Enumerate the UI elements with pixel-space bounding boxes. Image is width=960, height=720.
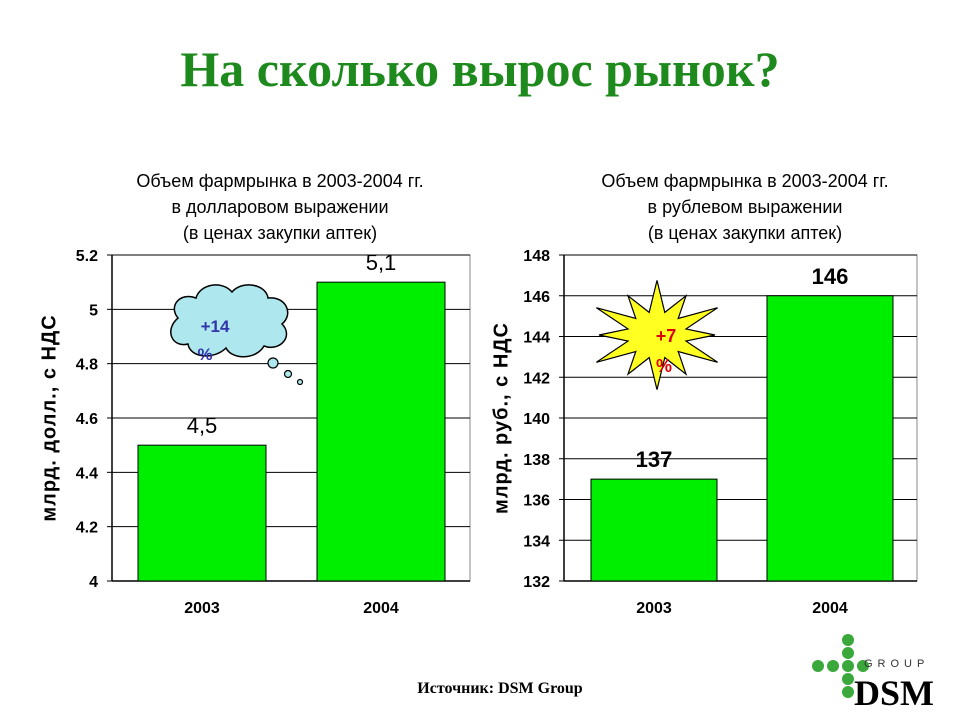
cloud-bubble [283, 369, 293, 379]
source-note: Источник: DSM Group [417, 680, 583, 697]
chart-title: Объем фармрынка в 2003-2004 гг. в рублев… [525, 168, 960, 246]
x-tick-label: 2003 [636, 600, 672, 617]
chart-title-line: Объем фармрынка в 2003-2004 гг. [136, 171, 424, 191]
y-tick-label: 140 [523, 411, 550, 428]
logo-dot [842, 686, 854, 698]
logo-subtext: GROUP [864, 658, 930, 670]
x-tick-label: 2004 [812, 600, 848, 617]
y-tick-label: 148 [523, 248, 550, 265]
bar [316, 281, 446, 582]
cloud-bubble [296, 378, 304, 386]
y-tick-label: 4.2 [76, 520, 98, 537]
logo-dot [857, 660, 869, 672]
y-tick-label: 134 [523, 533, 550, 550]
x-tick-label: 2004 [363, 600, 399, 617]
data-label: 4,5 [187, 413, 218, 438]
data-label: 5,1 [366, 250, 397, 275]
chart-svg: 132 134 136 138 140 142 144 146 148 137 2003 146 200… [490, 248, 918, 617]
chart-title-line: (в ценах закупки аптек) [182, 223, 378, 243]
chart-title-line: Объем фармрынка в 2003-2004 гг. [601, 171, 889, 191]
cloud-shape [170, 284, 289, 358]
y-tick-label: 142 [523, 370, 550, 387]
logo-dot [842, 673, 854, 685]
slide-title: На сколько вырос рынок? [180, 41, 780, 97]
starburst-shape [596, 280, 718, 390]
y-tick-label: 5 [89, 302, 98, 319]
logo-dot [827, 660, 839, 672]
y-axis-label: млрд. руб., с НДС [490, 322, 512, 514]
logo-dots [812, 634, 869, 698]
y-tick-label: 4.4 [76, 465, 98, 482]
data-label: 137 [636, 447, 673, 472]
chart-title: Объем фармрынка в 2003-2004 гг. в доллар… [60, 168, 500, 246]
y-tick-label: 146 [523, 289, 550, 306]
callout-text: % [197, 345, 212, 364]
callout-text: % [656, 356, 672, 376]
callout-text: +14 [201, 317, 230, 336]
chart-title-line: в долларовом выражении [171, 197, 389, 217]
y-axis-label: млрд. долл., с НДС [38, 314, 60, 521]
y-tick-label: 5.2 [76, 248, 98, 265]
y-tick-label: 4.8 [76, 357, 98, 374]
y-tick-label: 4.6 [76, 411, 98, 428]
y-tick-label: 132 [523, 574, 550, 591]
x-tick-label: 2003 [184, 600, 220, 617]
logo-dot [842, 660, 854, 672]
logo-dot [812, 660, 824, 672]
y-tick-label: 136 [523, 493, 550, 510]
logo-dot [842, 634, 854, 646]
dsm-logo: GROUP DSM [810, 632, 960, 713]
logo-text: DSM [854, 673, 934, 713]
logo-dot [842, 647, 854, 659]
bar [137, 444, 267, 582]
y-tick-label: 4 [89, 574, 98, 591]
data-label: 146 [812, 264, 849, 289]
chart-title-line: (в ценах закупки аптек) [647, 223, 843, 243]
bar [590, 478, 718, 582]
bar [766, 295, 894, 582]
chart-svg: 4 4.2 4.4 4.6 4.8 5 5.2 4,5 2003 5,1 2004 млрд. дол… [38, 248, 471, 617]
thought-cloud: +14% [170, 284, 304, 386]
starburst: +7% [596, 280, 718, 390]
y-tick-label: 138 [523, 452, 550, 469]
cloud-bubble [267, 357, 279, 369]
y-tick-label: 144 [523, 330, 550, 347]
callout-text: +7 [656, 326, 677, 346]
chart-title-line: в рублевом выражении [647, 197, 843, 217]
